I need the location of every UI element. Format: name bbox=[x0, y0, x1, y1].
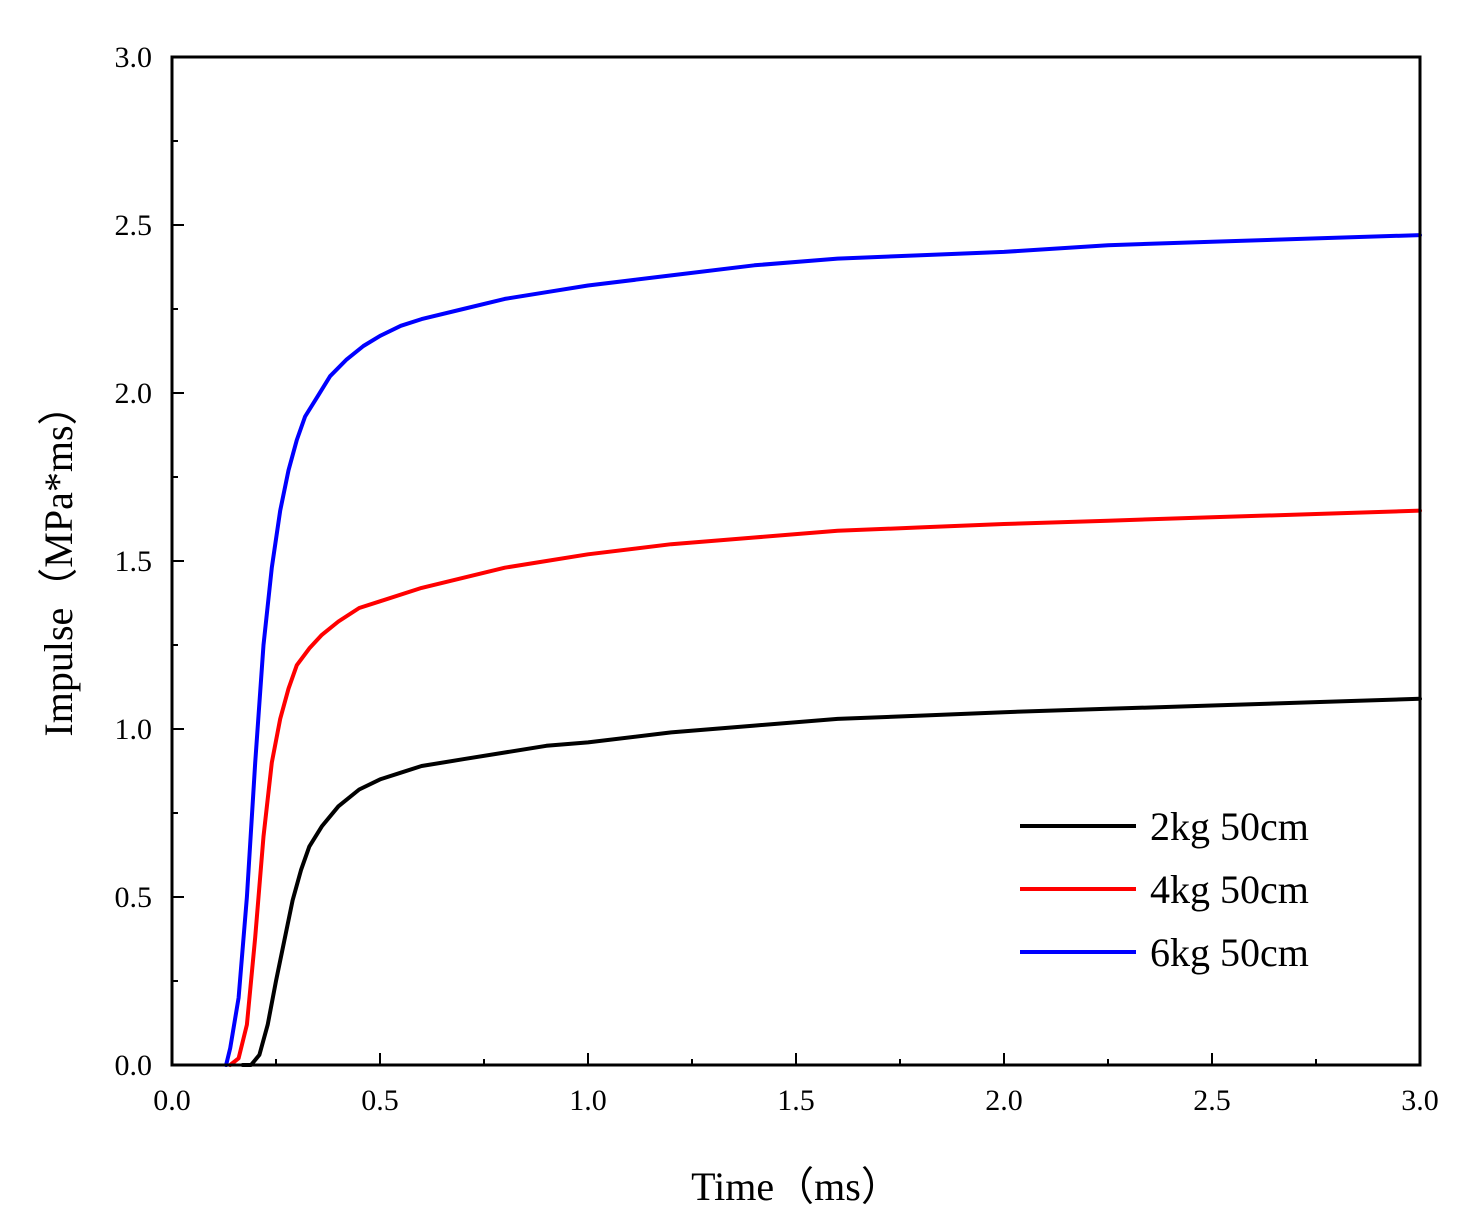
legend: 2kg 50cm 4kg 50cm 6kg 50cm bbox=[1020, 804, 1309, 975]
series-layer bbox=[224, 233, 1422, 1067]
legend-label: 2kg 50cm bbox=[1150, 804, 1309, 849]
x-axis-title: Time（ms） bbox=[691, 1164, 901, 1209]
y-tick-label: 2.0 bbox=[115, 377, 153, 410]
y-tick-label: 2.5 bbox=[115, 209, 153, 242]
y-tick-label: 0.5 bbox=[115, 881, 153, 914]
legend-label: 6kg 50cm bbox=[1150, 930, 1309, 975]
plot-frame bbox=[170, 55, 1422, 1067]
x-tick-label: 1.5 bbox=[777, 1084, 815, 1117]
y-tick-label: 0.0 bbox=[115, 1049, 153, 1082]
y-tick-label: 1.5 bbox=[115, 545, 153, 578]
y-tick-label: 1.0 bbox=[115, 713, 153, 746]
x-tick-label: 0.0 bbox=[153, 1084, 191, 1117]
y-axis-title: Impulse（MPa*ms） bbox=[36, 385, 81, 736]
series-line-4kg-50cm bbox=[228, 508, 1422, 1067]
series-line-2kg-50cm bbox=[240, 696, 1422, 1067]
y-tick-label: 3.0 bbox=[115, 41, 153, 74]
x-tick-label: 2.0 bbox=[985, 1084, 1023, 1117]
ticks-layer: 0.0 0.5 1.0 1.5 2.0 2.5 3.0 0.0 0.5 1.0 1.5 2.0 2.5 3… bbox=[115, 41, 1439, 1117]
series-line-6kg-50cm bbox=[224, 233, 1422, 1067]
x-tick-label: 3.0 bbox=[1401, 1084, 1439, 1117]
x-tick-label: 1.0 bbox=[569, 1084, 607, 1117]
x-tick-label: 2.5 bbox=[1193, 1084, 1231, 1117]
x-tick-label: 0.5 bbox=[361, 1084, 399, 1117]
legend-label: 4kg 50cm bbox=[1150, 867, 1309, 912]
